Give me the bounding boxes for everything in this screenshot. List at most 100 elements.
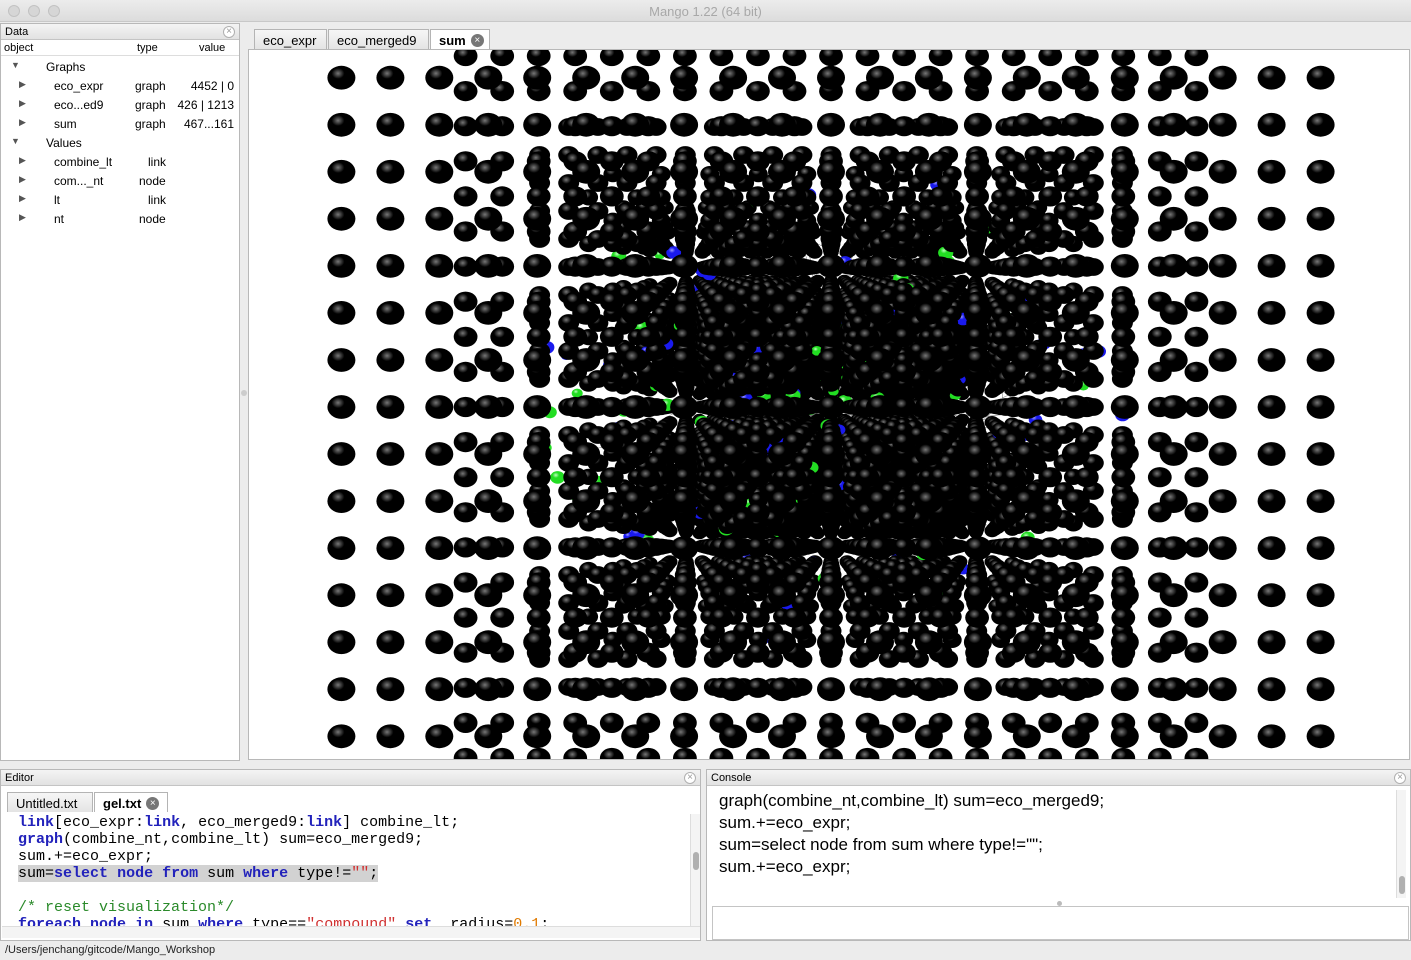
graph-node[interactable] xyxy=(523,395,552,419)
graph-node[interactable] xyxy=(1061,677,1090,702)
graph-node[interactable] xyxy=(1061,395,1090,419)
graph-node[interactable] xyxy=(453,221,478,242)
tree-row[interactable]: ▶ combine_lt link xyxy=(1,152,239,171)
close-tab-icon[interactable]: × xyxy=(146,797,160,810)
graph-node[interactable] xyxy=(425,395,454,419)
graph-node[interactable] xyxy=(1147,186,1172,207)
graph-node[interactable] xyxy=(963,677,992,702)
graph-node[interactable] xyxy=(523,536,552,560)
graph-node[interactable] xyxy=(1208,159,1237,184)
graph-node[interactable] xyxy=(1012,112,1041,137)
graph-node[interactable] xyxy=(914,254,943,278)
graph-node[interactable] xyxy=(768,301,796,325)
graph-node[interactable] xyxy=(1061,442,1090,466)
graph-node[interactable] xyxy=(563,607,588,628)
graph-node[interactable] xyxy=(866,583,894,608)
code-line[interactable]: /* reset visualization*/ xyxy=(18,899,690,916)
graph-node[interactable] xyxy=(1257,301,1286,325)
graph-node[interactable] xyxy=(1001,607,1026,628)
graph-node[interactable] xyxy=(819,747,843,760)
graph-node[interactable] xyxy=(1110,724,1139,749)
graph-node[interactable] xyxy=(1159,489,1188,513)
graph-node[interactable] xyxy=(709,50,734,67)
graph-node[interactable] xyxy=(866,159,894,184)
graph-node[interactable] xyxy=(621,112,650,137)
graph-node[interactable] xyxy=(1038,642,1063,663)
graph-node[interactable] xyxy=(599,186,624,207)
graph-node[interactable] xyxy=(376,112,405,137)
graph-node[interactable] xyxy=(817,536,845,560)
graph-node[interactable] xyxy=(1147,467,1172,488)
graph-node[interactable] xyxy=(782,747,807,760)
graph-node[interactable] xyxy=(636,50,661,67)
graph-node[interactable] xyxy=(892,432,916,453)
graph-node[interactable] xyxy=(490,326,515,347)
graph-node[interactable] xyxy=(1257,254,1286,278)
graph-node[interactable] xyxy=(719,724,748,749)
graph-node[interactable] xyxy=(965,467,989,488)
graph-node[interactable] xyxy=(523,65,552,90)
code-line[interactable]: sum=select node from sum where type!=""; xyxy=(18,865,379,882)
graph-node[interactable] xyxy=(719,630,748,655)
tab-eco-expr[interactable]: eco_expr xyxy=(254,29,327,49)
graph-node[interactable] xyxy=(1038,361,1063,382)
column-type[interactable]: type xyxy=(137,42,158,54)
graph-node[interactable] xyxy=(768,442,796,466)
graph-node[interactable] xyxy=(327,254,356,278)
code-line[interactable]: sum.+=eco_expr; xyxy=(18,848,690,865)
disclosure-expanded-icon[interactable]: ▼ xyxy=(11,136,20,146)
graph-node[interactable] xyxy=(866,536,894,560)
graph-node[interactable] xyxy=(1184,607,1209,628)
graph-node[interactable] xyxy=(599,607,624,628)
graph-node[interactable] xyxy=(768,112,796,137)
graph-node[interactable] xyxy=(1306,348,1335,372)
graph-node[interactable] xyxy=(746,607,770,628)
graph-node[interactable] xyxy=(621,583,650,608)
graph-node[interactable] xyxy=(523,489,552,513)
graph-node[interactable] xyxy=(1184,712,1209,734)
graph-node[interactable] xyxy=(1306,724,1335,749)
graph-node[interactable] xyxy=(914,724,943,749)
graph-node[interactable] xyxy=(1038,432,1063,453)
disclosure-collapsed-icon[interactable]: ▶ xyxy=(19,117,26,127)
graph-node[interactable] xyxy=(1038,502,1063,523)
graph-node[interactable] xyxy=(1184,116,1209,137)
graph-node[interactable] xyxy=(474,442,503,466)
console-scroll-thumb[interactable] xyxy=(1399,876,1405,894)
tree-row[interactable]: ▶ sum graph 467...161 xyxy=(1,114,239,133)
graph-node[interactable] xyxy=(719,442,748,466)
graph-node[interactable] xyxy=(453,712,478,734)
graph-node[interactable] xyxy=(746,502,770,523)
graph-node[interactable] xyxy=(1208,348,1237,372)
graph-canvas[interactable] xyxy=(249,50,1410,760)
graph-node[interactable] xyxy=(1038,256,1063,277)
graph-node[interactable] xyxy=(670,348,699,372)
graph-node[interactable] xyxy=(1159,254,1188,278)
graph-node[interactable] xyxy=(376,301,405,325)
graph-node[interactable] xyxy=(817,677,845,702)
graph-node[interactable] xyxy=(523,348,552,372)
graph-node[interactable] xyxy=(1001,467,1026,488)
graph-node[interactable] xyxy=(817,65,845,90)
graph-node[interactable] xyxy=(1159,301,1188,325)
graph-node[interactable] xyxy=(572,630,601,655)
graph-node[interactable] xyxy=(376,724,405,749)
graph-node[interactable] xyxy=(1159,395,1188,419)
graph-node[interactable] xyxy=(1110,583,1139,608)
graph-node[interactable] xyxy=(621,536,650,560)
graph-node[interactable] xyxy=(327,159,356,184)
graph-node[interactable] xyxy=(1038,50,1063,67)
graph-node[interactable] xyxy=(599,502,624,523)
graph-node[interactable] xyxy=(965,326,989,347)
graph-node[interactable] xyxy=(1306,630,1335,655)
graph-node[interactable] xyxy=(599,116,624,137)
graph-node[interactable] xyxy=(768,630,796,655)
graph-node[interactable] xyxy=(866,65,894,90)
graph-node[interactable] xyxy=(1257,206,1286,231)
graph-node[interactable] xyxy=(425,677,454,702)
graph-node[interactable] xyxy=(425,348,454,372)
graph-node[interactable] xyxy=(474,395,503,419)
graph-node[interactable] xyxy=(819,186,843,207)
graph-node[interactable] xyxy=(572,254,601,278)
graph-node[interactable] xyxy=(746,221,770,242)
